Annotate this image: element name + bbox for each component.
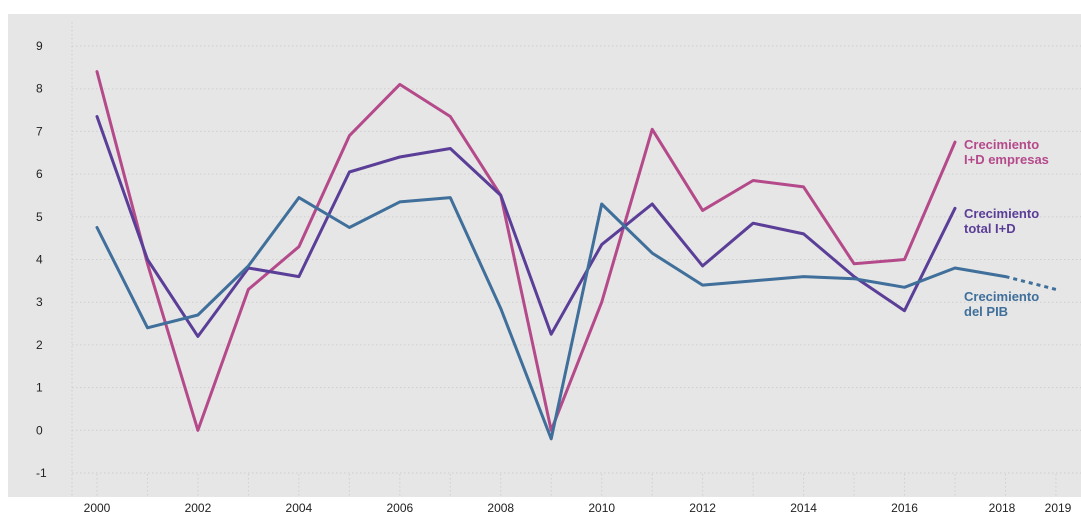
- series-lines: [95, 70, 1057, 441]
- x-tick-label: 2006: [386, 501, 413, 515]
- series-label-total: Crecimiento total I+D: [964, 206, 1039, 236]
- y-tick-label: 5: [36, 210, 43, 224]
- y-tick-label: 8: [36, 82, 43, 96]
- series-label-line: total I+D: [964, 221, 1016, 236]
- series-label-line: Crecimiento: [964, 137, 1039, 152]
- series-label-line: Crecimiento: [964, 289, 1039, 304]
- series-line-pib: [95, 196, 1007, 441]
- y-tick-label: 4: [36, 253, 43, 267]
- series-line-total: [95, 115, 957, 338]
- y-tick-label: 7: [36, 124, 43, 138]
- y-tick-label: 0: [36, 423, 43, 437]
- x-tick-label: 2016: [891, 501, 918, 515]
- series-line-empresas: [95, 70, 957, 432]
- x-tick-label: 2000: [84, 501, 111, 515]
- series-label-pib: Crecimiento del PIB: [964, 289, 1039, 319]
- x-tick-label: 2004: [286, 501, 313, 515]
- y-tick-label: 2: [36, 338, 43, 352]
- x-tick-label: 2019: [1045, 501, 1072, 515]
- y-axis-ticks: 9 8 7 6 5 4 3 2 1 0 -1: [36, 39, 47, 480]
- series-label-line: del PIB: [964, 304, 1008, 319]
- x-axis-ticks: 2000 2002 2004 2006 2008 2010 2012 2014 2016 2018…: [84, 501, 1072, 515]
- y-tick-label: -1: [36, 466, 47, 480]
- plot-background: [8, 14, 1081, 497]
- x-tick-label: 2008: [487, 501, 514, 515]
- series-label-line: Crecimiento: [964, 206, 1039, 221]
- y-tick-label: 3: [36, 295, 43, 309]
- x-tick-label: 2002: [185, 501, 212, 515]
- y-tick-label: 1: [36, 381, 43, 395]
- x-tick-label: 2014: [790, 501, 817, 515]
- x-tick-label: 2010: [588, 501, 615, 515]
- x-tick-label: 2018: [989, 501, 1016, 515]
- y-tick-label: 6: [36, 167, 43, 181]
- y-tick-label: 9: [36, 39, 43, 53]
- x-tick-label: 2012: [689, 501, 716, 515]
- series-projection-pib: [1005, 275, 1057, 291]
- series-label-line: I+D empresas: [964, 152, 1049, 167]
- series-label-empresas: Crecimiento I+D empresas: [964, 137, 1049, 167]
- grid: [71, 22, 1081, 497]
